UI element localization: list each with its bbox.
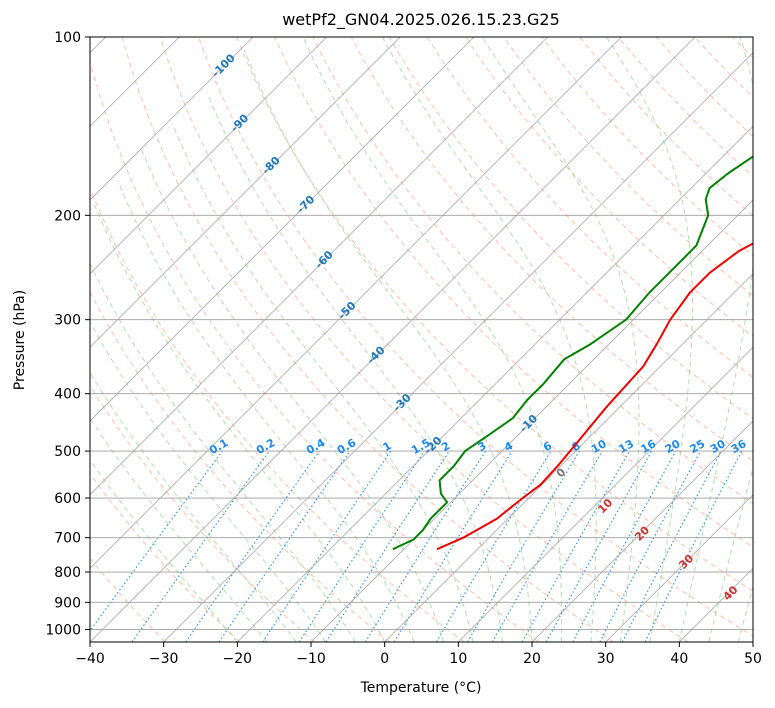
dry-adiabat xyxy=(198,37,753,637)
y-tick-label: 400 xyxy=(54,387,81,403)
moist-adiabat xyxy=(481,37,640,642)
moist-adiabat xyxy=(606,37,693,642)
moist-adiabat xyxy=(117,180,415,642)
temperature-profile-line xyxy=(436,242,753,551)
dry-adiabat xyxy=(90,384,316,642)
mixing-ratio-line xyxy=(393,450,513,642)
moist-adiabat xyxy=(141,149,445,642)
y-tick-label: 500 xyxy=(54,444,81,460)
dry-adiabat xyxy=(656,37,753,138)
y-tick-label: 800 xyxy=(54,565,81,581)
x-tick-label: 40 xyxy=(670,651,688,667)
isotherm-line xyxy=(90,37,622,569)
x-tick-label: 0 xyxy=(380,651,389,667)
moist-adiabat xyxy=(243,49,533,642)
y-axis-title: Pressure (hPa) xyxy=(12,290,28,390)
isotherm-line xyxy=(90,37,696,642)
mixing-ratio-line xyxy=(185,450,320,642)
y-tick-label: 1000 xyxy=(45,622,81,638)
x-axis-title: Temperature (°C) xyxy=(360,680,482,696)
x-tick-label: 10 xyxy=(449,651,467,667)
x-tick-label: 30 xyxy=(597,651,615,667)
dry-adiabat xyxy=(236,37,753,592)
y-tick-label: 900 xyxy=(54,595,81,611)
isotherm-line xyxy=(90,37,254,201)
chart-title: wetPf2_GN04.2025.026.15.23.G25 xyxy=(282,10,560,30)
x-tick-label: −10 xyxy=(296,651,326,667)
mixing-ratio-line xyxy=(545,450,653,642)
y-tick-label: 300 xyxy=(54,313,81,329)
isotherm-line xyxy=(90,37,475,422)
x-tick-label: −40 xyxy=(75,651,105,667)
x-tick-label: 20 xyxy=(523,651,541,667)
dewpoint-profile-line xyxy=(392,155,753,551)
dry-adiabat xyxy=(350,37,753,462)
isotherm-line xyxy=(163,52,753,642)
plot-area xyxy=(90,37,753,642)
dry-adiabat xyxy=(159,37,689,642)
mixing-ratio-line xyxy=(90,450,223,632)
moist-adiabat xyxy=(90,321,327,642)
dry-adiabat xyxy=(388,37,753,420)
isotherm-line xyxy=(90,37,327,275)
mixing-ratio-line xyxy=(521,450,631,642)
dry-adiabat xyxy=(274,37,753,548)
x-tick-label: −20 xyxy=(223,651,253,667)
y-tick-label: 200 xyxy=(54,208,81,224)
isotherm-line xyxy=(384,273,753,642)
moist-adiabat xyxy=(90,371,297,642)
plot-frame xyxy=(89,36,754,643)
mixing-ratio-line xyxy=(262,450,392,642)
y-tick-label: 700 xyxy=(54,531,81,547)
y-tick-label: 100 xyxy=(54,30,81,46)
mixing-ratio-line xyxy=(218,450,351,642)
isotherm-line xyxy=(237,125,753,642)
moist-adiabat xyxy=(90,262,356,642)
isotherm-line xyxy=(90,37,401,348)
y-tick-label: 600 xyxy=(54,491,81,507)
dry-adiabat xyxy=(465,37,753,337)
mixing-ratio-line xyxy=(298,450,425,642)
mixing-ratio-line xyxy=(325,450,450,642)
moist-adiabat xyxy=(302,37,563,642)
dry-adiabat xyxy=(426,37,753,379)
x-tick-label: −30 xyxy=(149,651,179,667)
mixing-ratio-line xyxy=(572,450,677,642)
x-tick-label: 50 xyxy=(744,651,762,667)
moist-adiabat xyxy=(92,201,386,642)
isotherm-line xyxy=(605,494,753,642)
isotherm-line xyxy=(531,420,753,642)
dry-adiabat xyxy=(90,187,465,642)
isotherm-line xyxy=(458,346,753,642)
mixing-ratio-line xyxy=(131,450,270,642)
isotherm-line xyxy=(90,37,548,496)
moist-adiabat xyxy=(90,459,238,642)
mixing-ratio-line xyxy=(644,450,743,642)
moist-adiabat xyxy=(381,37,597,642)
